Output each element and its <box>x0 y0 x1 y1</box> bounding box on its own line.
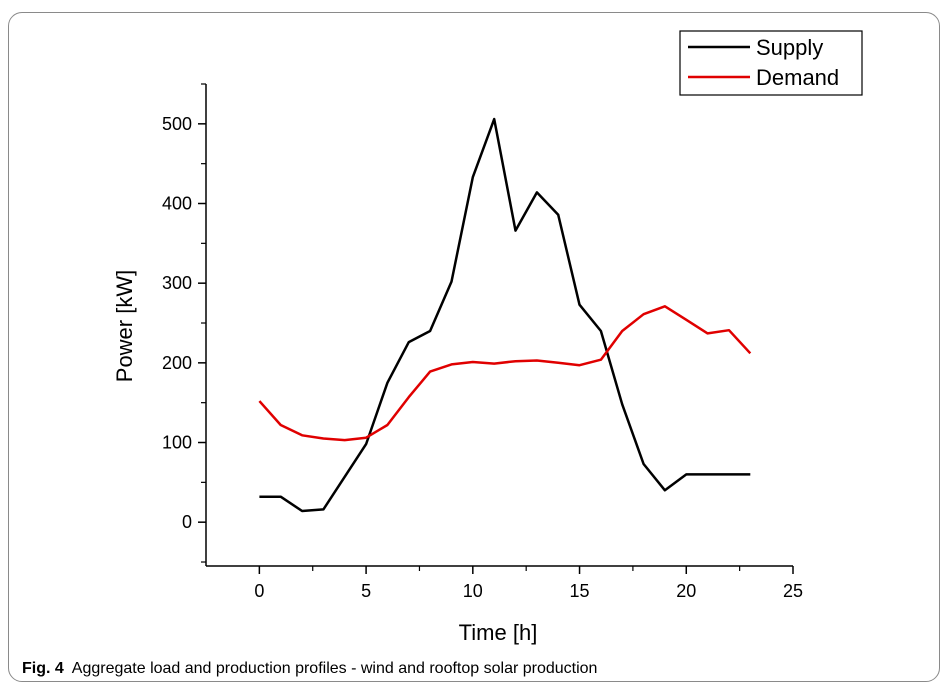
legend-box <box>679 30 863 96</box>
x-axis-title: Time [h] <box>459 620 538 645</box>
legend-label-demand: Demand <box>756 65 839 90</box>
figure-caption: Fig. 4 Aggregate load and production prof… <box>22 660 597 678</box>
x-tick-label: 10 <box>463 581 483 601</box>
x-tick-label: 0 <box>254 581 264 601</box>
figure-caption-text: Aggregate load and production profiles -… <box>71 660 598 677</box>
y-tick-label: 0 <box>182 512 192 532</box>
x-tick-label: 5 <box>361 581 371 601</box>
y-tick-label: 300 <box>162 273 192 293</box>
series-line-supply <box>259 117 751 513</box>
x-tick-label: 15 <box>570 581 590 601</box>
x-tick-label: 25 <box>783 581 803 601</box>
y-axis-title: Power [kW] <box>112 270 137 382</box>
y-tick-label: 500 <box>162 114 192 134</box>
chart-axes: 0 5 10 15 20 25 0 100 200 300 400 500 <box>162 83 803 601</box>
y-tick-label: 200 <box>162 353 192 373</box>
y-tick-label: 100 <box>162 433 192 453</box>
chart-legend: Supply Demand <box>679 30 863 96</box>
y-tick-label: 400 <box>162 194 192 214</box>
series-line-demand <box>258 305 752 442</box>
figure-frame <box>8 12 940 682</box>
chart-series <box>258 117 752 513</box>
figure-label: Fig. 4 <box>22 660 64 677</box>
x-tick-label: 20 <box>676 581 696 601</box>
legend-label-supply: Supply <box>756 35 823 60</box>
